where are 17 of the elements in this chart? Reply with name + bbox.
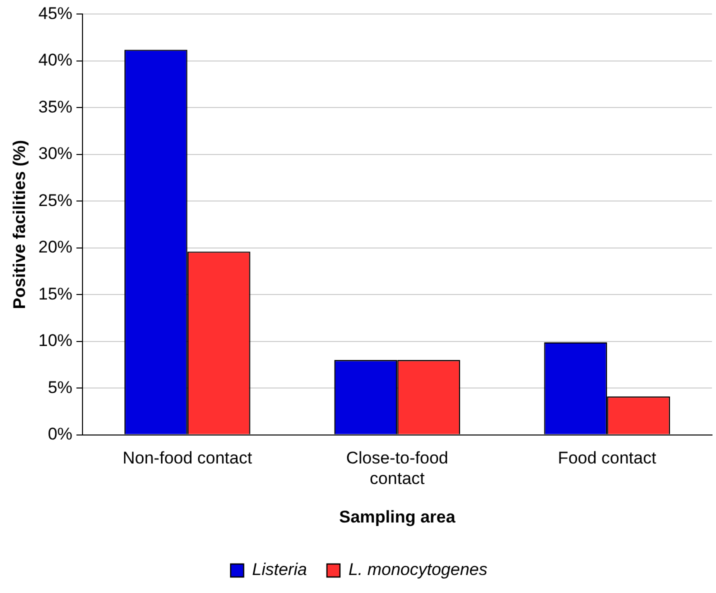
legend-label: Listeria xyxy=(252,560,307,580)
y-tick-label: 35% xyxy=(38,97,72,116)
y-tick-label: 25% xyxy=(38,190,72,210)
x-axis-title: Sampling area xyxy=(339,507,456,526)
legend-label: L. monocytogenes xyxy=(348,560,488,580)
y-tick-label: 10% xyxy=(38,331,72,350)
x-tick-label: Non-food contact xyxy=(122,448,252,468)
y-tick-label: 20% xyxy=(38,238,72,257)
x-tick-label: Close-to-food contact xyxy=(346,448,448,488)
y-tick-label: 0% xyxy=(48,424,72,444)
y-tick-label: 5% xyxy=(48,378,72,397)
y-tick-label: 30% xyxy=(38,144,72,164)
y-tick-label: 15% xyxy=(38,284,72,304)
y-tick-label: 45% xyxy=(38,4,72,23)
x-tick-label: Food contact xyxy=(558,448,656,468)
y-tick-label: 40% xyxy=(38,50,72,70)
y-axis-title: Positive facilities (%) xyxy=(10,140,29,310)
